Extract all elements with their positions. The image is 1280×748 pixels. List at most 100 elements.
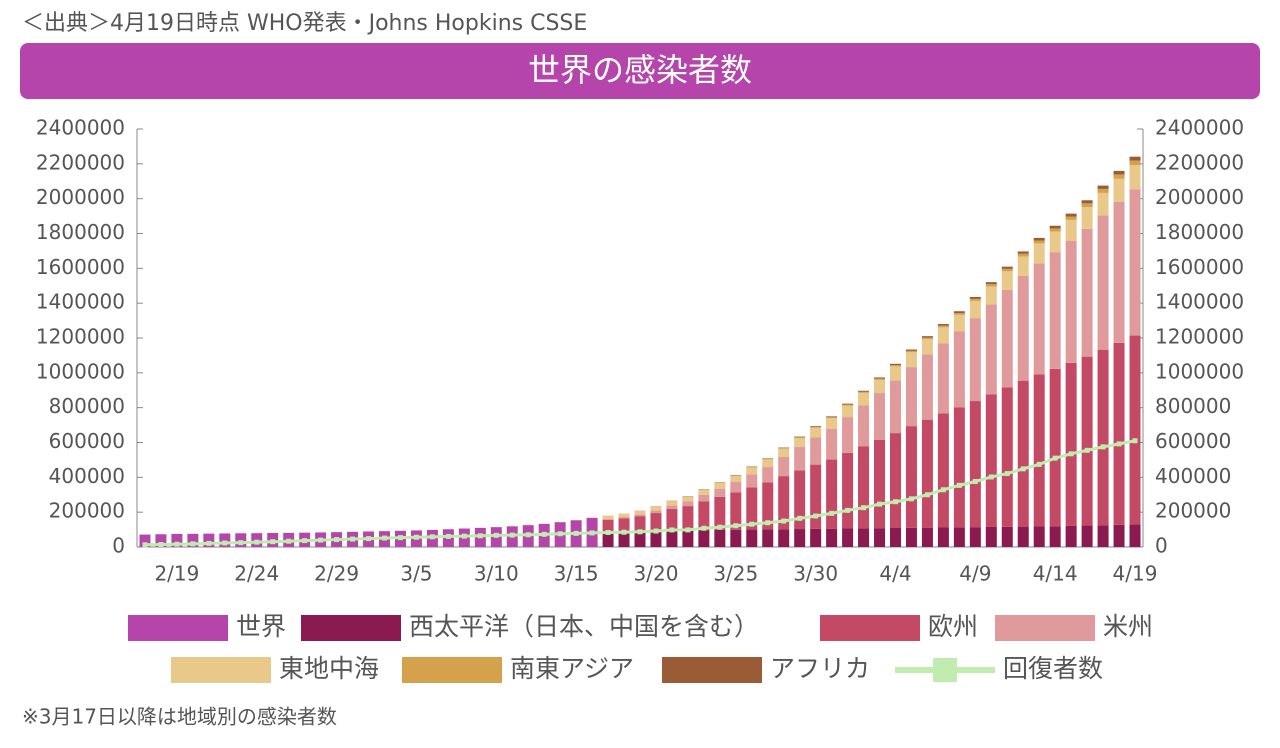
line-marker	[749, 522, 754, 527]
bar-segment	[970, 527, 981, 547]
y-tick-label: 2400000	[36, 116, 125, 140]
bar-segment	[1018, 254, 1029, 257]
bar-segment	[1082, 526, 1093, 547]
bar-segment	[810, 427, 821, 428]
bar-segment	[650, 507, 661, 511]
y2-tick-label: 600000	[1155, 429, 1231, 453]
line-marker	[765, 520, 770, 525]
bar-segment	[794, 447, 805, 470]
line-marker	[174, 542, 179, 547]
bar-segment	[682, 501, 693, 506]
line-marker	[1069, 451, 1074, 456]
bar-segment	[730, 482, 741, 492]
bar-segment	[858, 393, 869, 405]
line-marker	[877, 502, 882, 507]
bar-segment	[986, 282, 997, 284]
bar-segment	[1098, 525, 1109, 547]
line-marker	[638, 529, 643, 534]
bar-segment	[1002, 271, 1013, 290]
bar-segment	[874, 380, 885, 393]
legend-swatch	[171, 657, 271, 683]
bar-segment	[970, 401, 981, 527]
legend-label: 東地中海	[279, 654, 379, 683]
line-marker	[861, 505, 866, 510]
bar-segment	[1130, 165, 1141, 189]
line-marker	[270, 539, 275, 544]
bar-segment	[890, 433, 901, 528]
bar-segment	[826, 529, 837, 547]
footnote: ※3月17日以降は地域別の感染者数	[22, 705, 337, 729]
bar-segment	[635, 516, 646, 531]
bar-segment	[922, 338, 933, 340]
bar-segment	[1002, 290, 1013, 388]
legend-marker	[933, 658, 957, 682]
line-marker	[302, 538, 307, 543]
x-tick-label: 3/5	[400, 562, 432, 586]
bar-segment	[826, 418, 837, 429]
bar-segment	[682, 530, 693, 547]
line-marker	[973, 479, 978, 484]
bar-segment	[1114, 202, 1125, 343]
x-tick-label: 2/24	[234, 562, 279, 586]
bar-segment	[874, 440, 885, 528]
x-tick-label: 2/29	[314, 562, 359, 586]
bar-segment	[1034, 374, 1045, 526]
bar-segment	[906, 351, 917, 352]
x-tick-label: 2/19	[154, 562, 199, 586]
legend-label: 西太平洋（日本、中国を含む）	[409, 612, 759, 641]
bar-segment	[890, 380, 901, 433]
bar-segment	[970, 318, 981, 401]
line-marker	[414, 535, 419, 540]
bar-segment	[1098, 193, 1109, 215]
bar-segment	[906, 367, 917, 426]
bar-segment	[682, 496, 693, 501]
bar-segment	[858, 528, 869, 547]
bar-segment	[826, 416, 837, 417]
line-marker	[925, 492, 930, 497]
bar-segment	[1098, 215, 1109, 349]
bar-segment	[794, 437, 805, 438]
bar-segment	[858, 405, 869, 446]
line-marker	[238, 540, 243, 545]
bar-segment	[922, 528, 933, 547]
bar-segment	[810, 529, 821, 547]
y-tick-label: 600000	[49, 429, 125, 453]
bar-segment	[986, 305, 997, 395]
bar-segment	[603, 516, 614, 519]
y-tick-label: 1800000	[36, 220, 125, 244]
line-marker	[190, 541, 195, 546]
line-marker	[717, 525, 722, 530]
legend-label: アフリカ	[770, 654, 870, 683]
bar-segment	[810, 428, 821, 438]
bar-segment	[938, 413, 949, 527]
bar-segment	[954, 331, 965, 407]
bar-segment	[874, 528, 885, 547]
line-marker	[510, 533, 515, 538]
legend-label: 回復者数	[1003, 654, 1103, 683]
bar-segment	[666, 501, 677, 505]
bar-segment	[698, 495, 709, 501]
line-marker	[893, 499, 898, 504]
bar-segment	[1066, 214, 1077, 217]
y-tick-label: 1000000	[36, 359, 125, 383]
bar-segment	[1002, 527, 1013, 547]
bar-segment	[650, 513, 661, 531]
bar-segment	[954, 527, 965, 547]
y2-tick-label: 1800000	[1155, 220, 1244, 244]
bar-segment	[810, 437, 821, 464]
y-tick-label: 800000	[49, 394, 125, 418]
x-tick-label: 4/19	[1113, 562, 1158, 586]
bar-segment	[714, 489, 725, 497]
y-tick-label: 400000	[49, 464, 125, 488]
line-marker	[286, 539, 291, 544]
line-marker	[829, 511, 834, 516]
bar-segment	[906, 528, 917, 547]
line-marker	[669, 527, 674, 532]
bar-segment	[1066, 363, 1077, 526]
bar-segment	[1050, 252, 1061, 369]
bar-segment	[938, 326, 949, 328]
bar-segment	[842, 406, 853, 417]
y2-tick-label: 2200000	[1155, 150, 1244, 174]
bar-segment	[762, 529, 773, 547]
